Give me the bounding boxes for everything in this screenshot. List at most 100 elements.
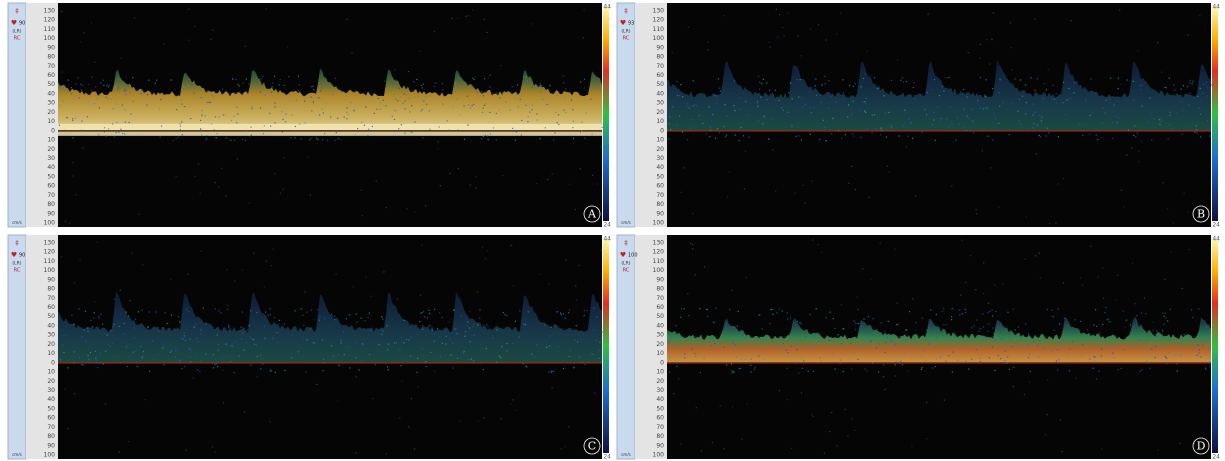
speckle [824, 75, 826, 77]
speckle [726, 196, 728, 198]
speckle [1101, 122, 1103, 124]
axis-strip [635, 235, 667, 459]
speckle [741, 438, 743, 440]
speckle [536, 343, 538, 345]
speckle [844, 134, 847, 136]
speckle [830, 95, 832, 97]
speckle [880, 134, 882, 136]
speckle [1034, 89, 1036, 92]
speckle [1061, 450, 1063, 453]
speckle [278, 319, 281, 321]
speckle [449, 172, 451, 174]
speckle [60, 256, 63, 258]
speckle [989, 63, 991, 65]
speckle [804, 202, 806, 204]
speckle [526, 80, 528, 82]
speckle [763, 114, 765, 116]
speckle [851, 368, 853, 370]
axis-label: 50 [47, 81, 55, 88]
speckle [1040, 120, 1042, 122]
speckle [1133, 134, 1135, 136]
speckle [982, 293, 985, 295]
speckle [501, 346, 503, 348]
speckle [790, 83, 792, 85]
axis-label: 50 [47, 173, 55, 180]
speckle [536, 119, 538, 121]
speckle [117, 88, 119, 90]
speckle [827, 347, 829, 349]
speckle [313, 319, 315, 321]
speckle [822, 124, 824, 126]
speckle [586, 309, 588, 311]
speckle [1167, 138, 1169, 140]
speckle [1136, 315, 1138, 317]
speckle [81, 129, 83, 131]
speckle [1099, 332, 1101, 334]
speckle [124, 109, 126, 111]
speckle [77, 77, 79, 79]
speckle [1000, 358, 1002, 360]
speckle [382, 318, 384, 320]
speckle [179, 123, 181, 125]
speckle [596, 183, 598, 185]
speckle [1033, 103, 1035, 105]
speckle [457, 357, 459, 359]
speckle [1082, 134, 1084, 136]
speckle [133, 337, 135, 339]
speckle [719, 87, 721, 89]
speckle [222, 402, 224, 404]
speckle [883, 364, 885, 366]
speckle [1080, 320, 1082, 322]
speckle [486, 31, 488, 33]
speckle [753, 368, 756, 370]
speckle [812, 239, 814, 241]
speckle [318, 97, 320, 99]
speckle [709, 125, 711, 127]
speckle [569, 349, 571, 351]
speckle [483, 417, 485, 419]
speckle [1006, 109, 1008, 111]
speckle [760, 96, 763, 98]
speckle [862, 77, 865, 80]
speckle [943, 308, 945, 310]
speckle [883, 389, 885, 391]
speckle [952, 351, 954, 353]
speckle [828, 107, 830, 109]
speckle [1197, 344, 1199, 346]
speckle [1199, 87, 1201, 89]
axis-label: 10 [47, 369, 55, 376]
speckle [570, 99, 572, 101]
speckle [951, 316, 953, 318]
speckle [174, 88, 176, 90]
speckle [126, 366, 128, 368]
speckle [421, 348, 423, 350]
speckle [886, 337, 888, 339]
speckle [487, 139, 489, 141]
speckle [210, 38, 212, 40]
speckle [862, 268, 864, 270]
speckle [1205, 81, 1208, 83]
speckle [499, 97, 501, 99]
speckle [368, 312, 370, 314]
speckle [245, 78, 247, 80]
speckle [554, 369, 556, 371]
speckle [594, 392, 596, 394]
speckle [800, 139, 802, 141]
speckle [378, 344, 380, 346]
speckle [824, 338, 826, 340]
speckle [422, 137, 424, 139]
speckle [575, 325, 577, 327]
speckle [972, 120, 974, 122]
speckle [64, 129, 66, 131]
speckle [946, 119, 948, 121]
speckle [742, 335, 744, 337]
speckle [323, 83, 325, 86]
speckle [948, 125, 950, 128]
speckle [1086, 329, 1089, 331]
speckle [512, 399, 514, 401]
speckle [349, 367, 351, 369]
speckle [743, 332, 745, 334]
speckle [1199, 342, 1201, 344]
speckle [485, 103, 487, 105]
